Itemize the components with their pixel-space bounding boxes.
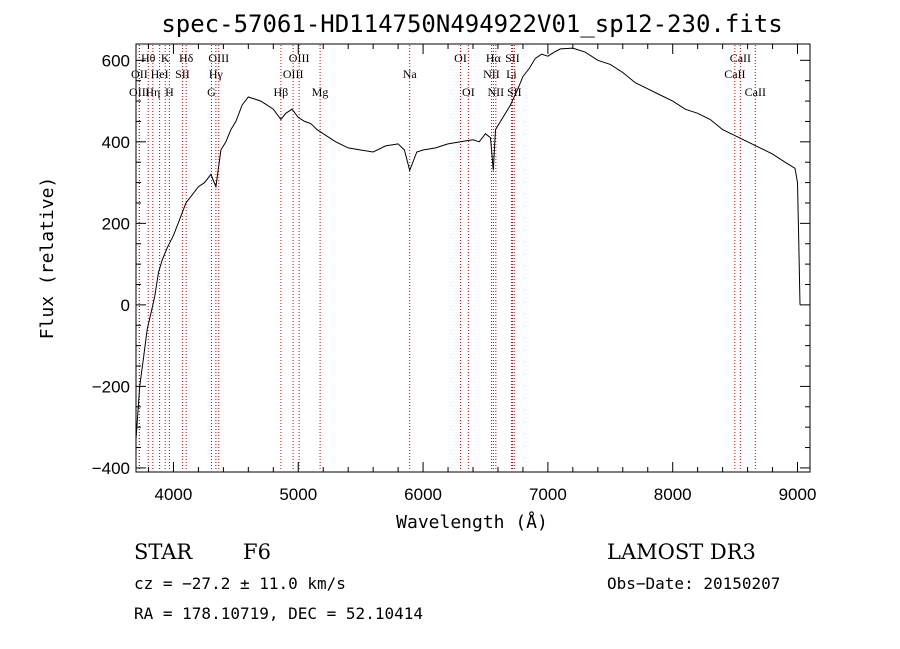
object-class: STAR	[134, 540, 193, 564]
spectral-line-label: CaII	[724, 67, 745, 81]
spectral-line-label: NII	[488, 85, 505, 99]
spectral-line-label: Mg	[312, 85, 329, 99]
coordinates: RA = 178.10719, DEC = 52.10414	[134, 604, 423, 623]
spectral-line-label: SII	[175, 67, 190, 81]
spectral-line-label: K	[161, 51, 170, 65]
spectral-line-label: Hγ	[209, 67, 224, 81]
x-tick-label: 8000	[654, 485, 692, 504]
redshift-velocity: cz = −27.2 ± 11.0 km/s	[134, 574, 346, 593]
spectral-line-label: Hθ	[141, 51, 156, 65]
spectral-line-label: G	[207, 85, 216, 99]
y-tick-label: 400	[102, 133, 130, 152]
y-tick-label: 600	[102, 51, 130, 70]
spectral-line-label: Hβ	[274, 85, 289, 99]
spectral-line-markers	[138, 45, 756, 471]
spectral-line-label: H	[165, 85, 174, 99]
spectral-line-label: OIII	[129, 85, 150, 99]
spectral-line-label: OI	[454, 51, 467, 65]
spectral-line-label: Hδ	[179, 51, 194, 65]
y-axis-title: Flux (relative)	[37, 177, 58, 340]
spectral-line-label: Hα	[486, 51, 502, 65]
y-tick-label: 200	[102, 214, 130, 233]
spectral-line-label: SII	[505, 51, 520, 65]
y-tick-label: −400	[92, 459, 130, 478]
spectral-line-label: CaII	[730, 51, 751, 65]
x-tick-label: 4000	[155, 485, 193, 504]
y-tick-label: 0	[121, 296, 130, 315]
x-tick-label: 9000	[779, 485, 817, 504]
spectral-line-label: Li	[506, 67, 517, 81]
observation-date: Obs−Date: 20150207	[607, 574, 780, 593]
x-tick-label: 5000	[279, 485, 317, 504]
spectrum-trace	[135, 47, 801, 440]
object-subclass: F6	[243, 540, 271, 564]
chart-title: spec-57061-HD114750N494922V01_sp12-230.f…	[161, 10, 782, 38]
spectral-line-label: OIII	[283, 67, 304, 81]
spectral-line-label: HeI	[151, 67, 169, 81]
spectral-line-label: OII	[131, 67, 148, 81]
x-tick-label: 7000	[529, 485, 567, 504]
spectral-line-label: OI	[462, 85, 475, 99]
x-tick-label: 6000	[404, 485, 442, 504]
x-axis-ticks: 4000 5000 6000 7000 8000 9000	[147, 44, 817, 504]
spectral-line-labels: Hθ OII OIII K HeI Hη H Hδ SII OIII Hγ G Hβ OIII OIII Mg…	[129, 51, 766, 99]
spectral-line-label: Na	[403, 67, 418, 81]
plot-frame	[135, 43, 811, 473]
y-tick-label: −200	[92, 377, 130, 396]
spectral-line-label: OIII	[289, 51, 310, 65]
y-axis-ticks: −400 −200 0 200 400 600	[92, 51, 810, 478]
survey-name: LAMOST DR3	[607, 540, 756, 564]
spectral-line-label: OIII	[208, 51, 229, 65]
spectral-line-label: CaII	[745, 85, 766, 99]
x-axis-title: Wavelength (Å)	[396, 511, 548, 533]
spectral-line-label: NII	[483, 67, 500, 81]
spectral-line-label: Hη	[145, 85, 160, 99]
